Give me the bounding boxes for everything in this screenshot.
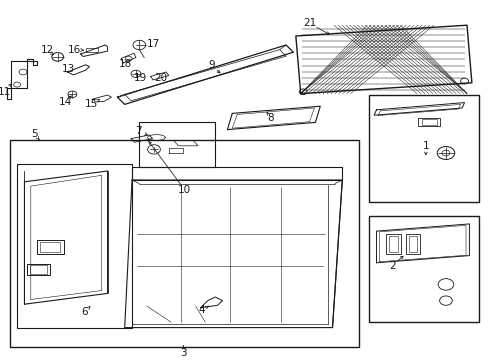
Text: 10: 10 (178, 185, 191, 195)
Bar (386, 234, 400, 254)
Text: 18: 18 (118, 59, 132, 69)
Text: 13: 13 (61, 64, 75, 74)
Text: 8: 8 (266, 113, 273, 123)
Text: 7: 7 (135, 126, 142, 136)
Text: 1: 1 (422, 141, 429, 151)
Bar (139, 122, 215, 167)
Text: 2: 2 (388, 261, 395, 271)
Bar (368, 95, 478, 202)
Text: 19: 19 (134, 73, 147, 84)
Text: 6: 6 (81, 307, 88, 318)
Bar (37, 240, 63, 254)
Text: 4: 4 (198, 305, 205, 315)
Bar (417, 118, 439, 126)
Bar (368, 216, 478, 322)
Bar (408, 236, 416, 252)
Bar (17, 164, 132, 328)
Text: 15: 15 (85, 99, 99, 109)
Bar (85, 48, 98, 52)
Bar (421, 119, 436, 125)
Text: 16: 16 (68, 45, 81, 55)
Text: 17: 17 (146, 39, 160, 49)
Text: 20: 20 (154, 73, 166, 84)
Text: 3: 3 (180, 348, 186, 358)
Text: 12: 12 (40, 45, 54, 55)
Text: 21: 21 (302, 18, 316, 28)
Text: 11: 11 (0, 87, 12, 97)
Text: 5: 5 (31, 129, 38, 139)
Bar (30, 265, 47, 274)
Bar (27, 264, 50, 275)
Bar (405, 234, 419, 254)
Bar (10, 140, 359, 347)
Text: 9: 9 (208, 60, 215, 70)
Text: 14: 14 (58, 96, 72, 107)
Bar (388, 236, 397, 252)
Bar (40, 242, 60, 252)
